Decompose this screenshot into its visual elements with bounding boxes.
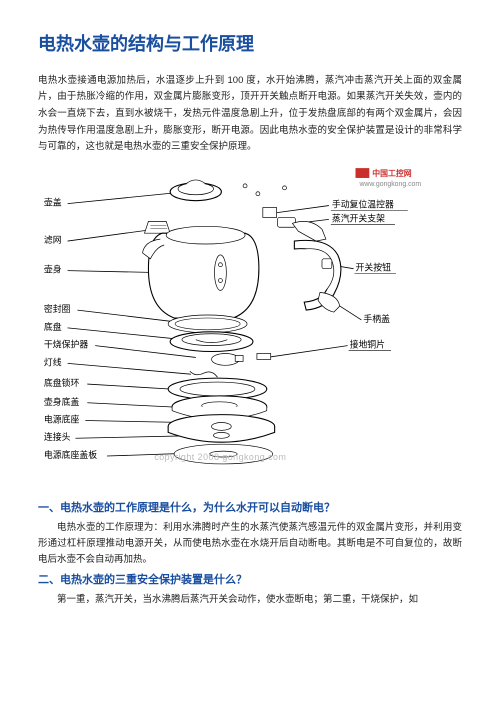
- page-title: 电热水壶的结构与工作原理: [38, 30, 462, 59]
- section-1-heading: 一、电热水壶的工作原理是什么，为什么水开可以自动断电？: [38, 500, 462, 518]
- label-lid: 壶盖: [44, 196, 62, 207]
- watermark-logo: 中国工控网 www.gongkong.com: [356, 168, 422, 188]
- label-body: 壶身: [44, 264, 62, 275]
- intro-paragraph: 电热水壶接通电源加热后，水温逐步上升到 100 度，水开始沸腾，蒸汽冲击蒸汽开关…: [38, 73, 462, 156]
- copyright-watermark: copyright 2008 gongkong.com: [154, 452, 286, 462]
- svg-text:www.gongkong.com: www.gongkong.com: [358, 181, 421, 188]
- label-handle-cover: 手柄盖: [363, 313, 390, 324]
- section-2-heading: 二、电热水壶的三重安全保护装置是什么？: [38, 572, 462, 590]
- label-body-base-cover: 壶身底盖: [44, 396, 80, 407]
- section-1-body: 电热水壶的工作原理为：利用水沸腾时产生的水蒸汽使蒸汽感温元件的双金属片变形，并利…: [38, 520, 462, 568]
- section-2-body: 第一重，蒸汽开关，当水沸腾后蒸汽开关会动作，使水壶断电；第二重，干烧保护，如: [38, 592, 462, 608]
- label-manual-reset: 手动复位温控器: [332, 198, 394, 209]
- label-lamp-wire: 灯线: [44, 356, 62, 367]
- label-power-base-panel: 电源底座盖板: [44, 449, 97, 460]
- label-dry-protect: 干烧保护器: [44, 338, 88, 349]
- label-filter: 滤网: [44, 234, 62, 245]
- label-base-lock-ring: 底盘锁环: [44, 377, 80, 388]
- label-steam-bracket: 蒸汽开关支架: [332, 212, 385, 223]
- label-switch-button: 开关按钮: [356, 262, 392, 273]
- label-power-base: 电源底座: [44, 413, 80, 424]
- exploded-diagram: 中国工控网 www.gongkong.com 壶盖 滤网 壶身 密封圈 底盘 干…: [38, 162, 462, 472]
- label-base-plate: 底盘: [44, 321, 62, 332]
- label-seal-ring: 密封圈: [44, 303, 71, 314]
- label-ground-plate: 接地铜片: [350, 338, 385, 349]
- svg-text:中国工控网: 中国工控网: [372, 168, 411, 178]
- label-connector: 连接头: [44, 431, 71, 442]
